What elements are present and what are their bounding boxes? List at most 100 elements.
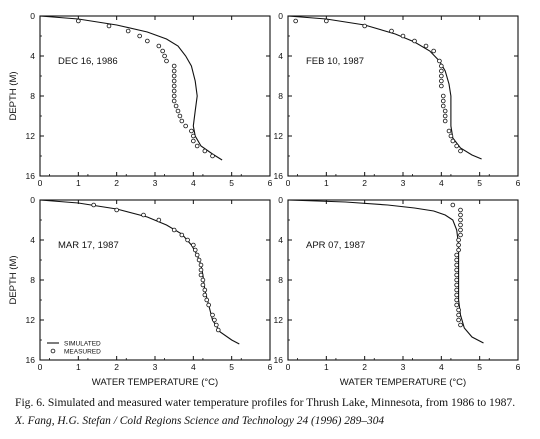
x-tick-label: 1: [324, 362, 329, 372]
measured-point: [202, 292, 208, 298]
measured-point: [431, 48, 436, 54]
y-tick-label: 4: [278, 51, 283, 61]
plot-frame: [39, 15, 271, 177]
measured-point: [191, 133, 196, 139]
measured-point: [171, 88, 177, 94]
measured-point: [389, 28, 394, 34]
plot-frame: [287, 15, 519, 177]
y-tick-label: 8: [30, 275, 35, 285]
plot-frame: [39, 199, 271, 361]
measured-point: [179, 232, 185, 238]
measured-point: [198, 267, 204, 273]
y-tick-label: 12: [26, 315, 36, 325]
measured-point: [171, 227, 177, 233]
measured-point: [206, 302, 211, 308]
measured-point: [458, 212, 463, 218]
x-tick-label: 4: [191, 362, 196, 372]
x-tick-label: 4: [191, 178, 196, 188]
measured-point: [450, 138, 456, 144]
x-tick-label: 0: [286, 362, 291, 372]
measured-point: [439, 63, 444, 69]
measured-point: [202, 148, 208, 154]
measured-point: [91, 202, 96, 208]
y-tick-label: 0: [30, 195, 35, 205]
y-tick-label: 0: [278, 11, 283, 21]
measured-point: [183, 123, 188, 129]
measured-point: [198, 272, 204, 278]
x-tick-label: 4: [439, 362, 444, 372]
measured-point: [442, 108, 448, 114]
x-tick-label: 6: [516, 362, 521, 372]
x-tick-label: 0: [38, 362, 43, 372]
measured-point: [439, 68, 444, 74]
measured-point: [454, 252, 459, 258]
measured-point: [454, 282, 459, 288]
x-tick-label: 6: [268, 362, 273, 372]
measured-point: [125, 28, 131, 34]
legend-circle-swatch: [50, 348, 56, 354]
measured-point: [423, 43, 429, 49]
y-tick-label: 16: [26, 171, 36, 181]
measured-point: [456, 317, 461, 323]
x-tick-label: 5: [229, 178, 234, 188]
x-tick-label: 2: [114, 178, 119, 188]
y-axis-label: DEPTH (M): [8, 255, 19, 304]
measured-point: [179, 118, 185, 124]
measured-point: [162, 53, 167, 59]
measured-point: [198, 262, 204, 268]
x-axis-label: WATER TEMPERATURE (°C): [92, 377, 218, 388]
measured-point: [440, 103, 446, 109]
plot-frame: [287, 199, 519, 361]
y-tick-label: 12: [26, 131, 36, 141]
caption-block: Fig. 6. Simulated and measured water tem…: [15, 395, 535, 429]
measured-point: [215, 327, 221, 333]
measured-point: [202, 287, 208, 293]
measured-point: [171, 78, 177, 84]
measured-point: [454, 257, 459, 263]
measured-point: [171, 93, 177, 99]
x-tick-label: 5: [477, 178, 482, 188]
simulated-line: [287, 199, 484, 344]
x-tick-label: 1: [324, 178, 329, 188]
x-tick-label: 1: [76, 178, 81, 188]
measured-point: [454, 143, 459, 149]
y-tick-label: 0: [30, 11, 35, 21]
measured-point: [458, 227, 463, 233]
measured-point: [137, 33, 142, 39]
y-tick-label: 16: [274, 171, 284, 181]
measured-point: [196, 257, 202, 263]
measured-point: [458, 322, 463, 328]
y-tick-label: 16: [274, 355, 284, 365]
measured-point: [456, 237, 461, 243]
simulated-line: [287, 15, 482, 160]
measured-point: [440, 93, 446, 99]
x-tick-label: 2: [114, 362, 119, 372]
measured-point: [454, 302, 459, 308]
measured-point: [454, 292, 459, 298]
y-tick-label: 8: [278, 91, 283, 101]
measured-point: [164, 58, 169, 64]
measured-point: [440, 98, 446, 104]
measured-point: [439, 83, 444, 89]
x-tick-label: 2: [362, 362, 367, 372]
measured-point: [192, 247, 198, 253]
legend-label: MEASURED: [64, 349, 101, 356]
measured-point: [200, 277, 206, 283]
x-tick-label: 3: [153, 178, 158, 188]
measured-point: [194, 143, 200, 149]
x-tick-label: 1: [76, 362, 81, 372]
measured-point: [185, 237, 190, 243]
measured-point: [191, 138, 196, 144]
x-tick-label: 3: [153, 362, 158, 372]
measured-point: [173, 103, 179, 109]
panel-date-label: MAR 17, 1987: [58, 240, 119, 251]
measured-point: [458, 148, 463, 154]
x-tick-label: 5: [229, 362, 234, 372]
measured-point: [177, 113, 183, 119]
y-tick-label: 0: [278, 195, 283, 205]
measured-point: [171, 68, 177, 74]
simulated-line: [39, 15, 223, 161]
y-tick-label: 8: [278, 275, 283, 285]
